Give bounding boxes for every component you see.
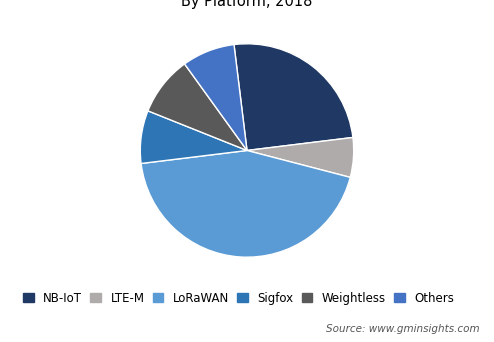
Text: Source: www.gminsights.com: Source: www.gminsights.com	[326, 324, 479, 334]
Wedge shape	[148, 64, 247, 150]
Wedge shape	[185, 44, 247, 150]
Wedge shape	[140, 111, 247, 163]
Wedge shape	[234, 44, 353, 150]
Wedge shape	[247, 137, 354, 177]
Wedge shape	[141, 150, 350, 257]
Legend: NB-IoT, LTE-M, LoRaWAN, Sigfox, Weightless, Others: NB-IoT, LTE-M, LoRaWAN, Sigfox, Weightle…	[21, 289, 456, 307]
Title: Europe Low Power Wide Area Network (LPWAN) Market Share,
By Platform, 2018: Europe Low Power Wide Area Network (LPWA…	[20, 0, 474, 9]
